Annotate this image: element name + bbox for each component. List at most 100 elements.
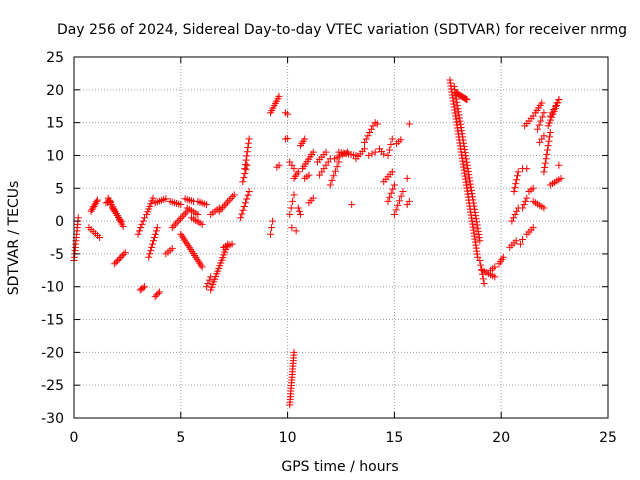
data-point	[146, 250, 154, 258]
data-point	[177, 215, 185, 223]
data-point	[394, 201, 402, 209]
data-point	[471, 208, 479, 216]
data-point	[397, 192, 405, 200]
data-point	[168, 224, 176, 232]
data-point	[470, 202, 478, 210]
data-point	[120, 250, 128, 258]
data-point	[405, 120, 413, 128]
data-point	[180, 211, 188, 219]
data-point	[529, 224, 537, 232]
data-point	[388, 168, 396, 176]
data-point	[173, 218, 181, 226]
data-point	[198, 263, 206, 271]
data-point	[476, 237, 484, 245]
data-point	[139, 217, 147, 225]
data-point	[152, 227, 160, 235]
data-point	[239, 178, 247, 186]
x-tick-label: 25	[599, 430, 617, 446]
data-point	[453, 101, 461, 109]
data-point	[475, 234, 483, 242]
data-point	[121, 249, 129, 257]
data-point	[472, 215, 480, 223]
data-point	[465, 171, 473, 179]
data-point	[386, 193, 394, 201]
data-point	[467, 186, 475, 194]
data-point	[151, 230, 159, 238]
data-point	[521, 197, 529, 205]
data-point	[205, 276, 213, 284]
data-point	[513, 176, 521, 184]
data-point	[390, 211, 398, 219]
data-point	[550, 106, 558, 114]
data-point	[215, 207, 223, 215]
data-point	[553, 99, 561, 107]
data-point	[450, 83, 458, 91]
data-point	[330, 172, 338, 180]
data-point	[360, 145, 368, 153]
data-point	[175, 216, 183, 224]
data-point	[362, 135, 370, 143]
data-point	[403, 174, 411, 182]
data-point	[335, 158, 343, 166]
data-point	[366, 128, 374, 136]
data-point	[290, 191, 298, 199]
data-point	[365, 151, 373, 159]
data-point	[461, 145, 469, 153]
data-point	[138, 220, 146, 228]
data-point	[182, 209, 190, 217]
data-point	[476, 256, 484, 264]
y-tick-label: 5	[55, 181, 64, 197]
data-point	[243, 152, 251, 160]
y-tick-label: 10	[46, 148, 64, 164]
data-point	[295, 207, 303, 215]
data-point	[458, 127, 466, 135]
y-tick-label: -20	[41, 345, 64, 361]
data-point	[93, 198, 101, 206]
data-point	[397, 136, 405, 144]
data-point	[538, 99, 546, 107]
data-point	[162, 195, 170, 203]
data-point	[228, 240, 236, 248]
data-point	[456, 120, 464, 128]
x-tick-labels: 0 5 10 15 20 25	[70, 430, 617, 446]
data-point	[463, 158, 471, 166]
data-point	[509, 214, 517, 222]
data-point	[269, 217, 277, 225]
data-point	[555, 96, 563, 104]
data-point	[245, 135, 253, 143]
data-point	[220, 202, 228, 210]
data-point	[204, 279, 212, 287]
data-point	[240, 174, 248, 182]
y-tick-label: -15	[41, 313, 64, 329]
x-axis-label: GPS time / hours	[281, 459, 398, 475]
data-point	[545, 119, 553, 127]
y-tick-label: 25	[46, 50, 64, 66]
data-point	[290, 348, 298, 356]
data-point	[512, 237, 520, 245]
data-point	[202, 201, 210, 209]
data-point	[219, 204, 227, 212]
data-point	[453, 98, 461, 106]
data-point	[155, 288, 163, 296]
data-point	[139, 284, 147, 292]
data-point	[309, 148, 317, 156]
data-point	[275, 161, 283, 169]
data-point	[96, 234, 104, 241]
data-point	[170, 222, 178, 230]
data-point	[520, 201, 528, 209]
data-point	[134, 230, 142, 238]
data-point	[137, 224, 145, 232]
data-point	[491, 273, 499, 281]
data-point	[477, 261, 485, 269]
data-point	[284, 110, 292, 118]
data-point	[551, 102, 559, 110]
data-point	[368, 150, 376, 158]
data-point	[405, 197, 413, 205]
data-point	[117, 217, 125, 225]
data-point	[331, 167, 339, 175]
data-point	[555, 161, 563, 169]
data-point	[465, 174, 473, 182]
data-point	[309, 194, 317, 202]
data-point	[455, 111, 463, 119]
